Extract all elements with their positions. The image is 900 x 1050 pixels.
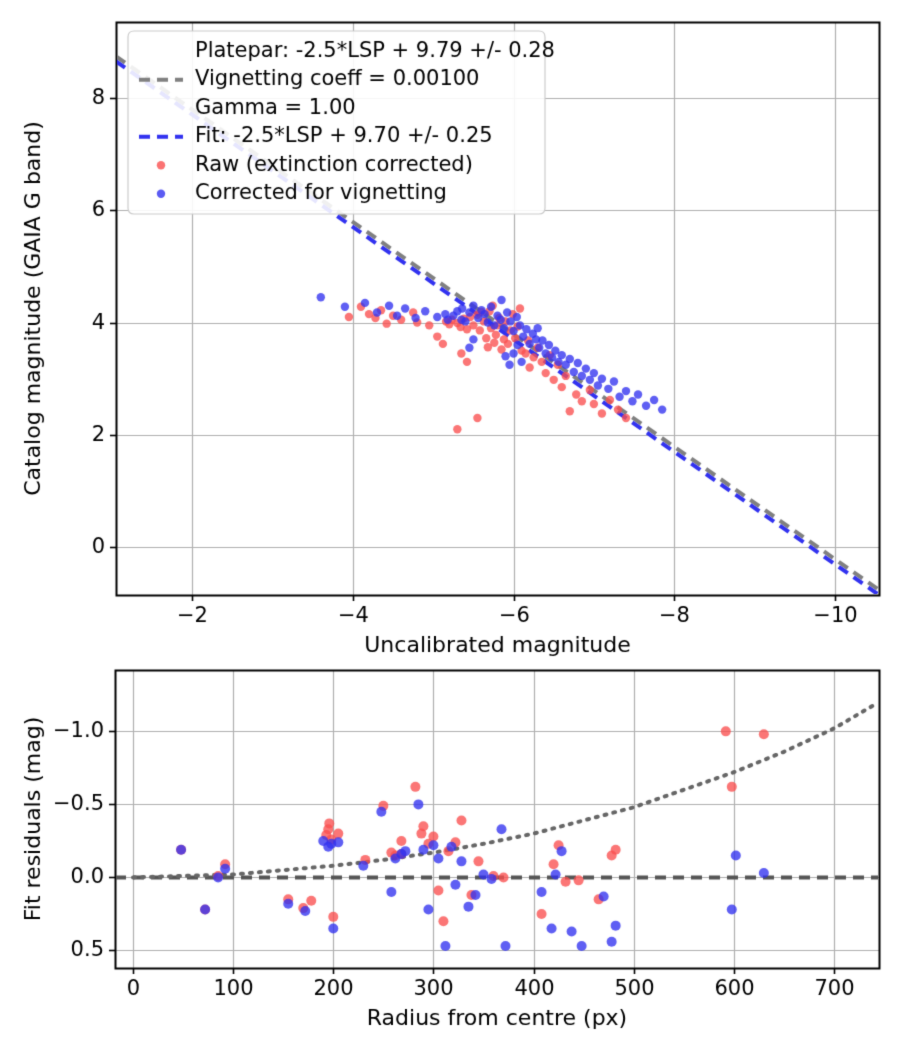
photometry-calibration-plot [0, 0, 900, 1050]
matplotlib-figure: Uncalibrated magnitude Catalog magnitude… [0, 0, 900, 1050]
